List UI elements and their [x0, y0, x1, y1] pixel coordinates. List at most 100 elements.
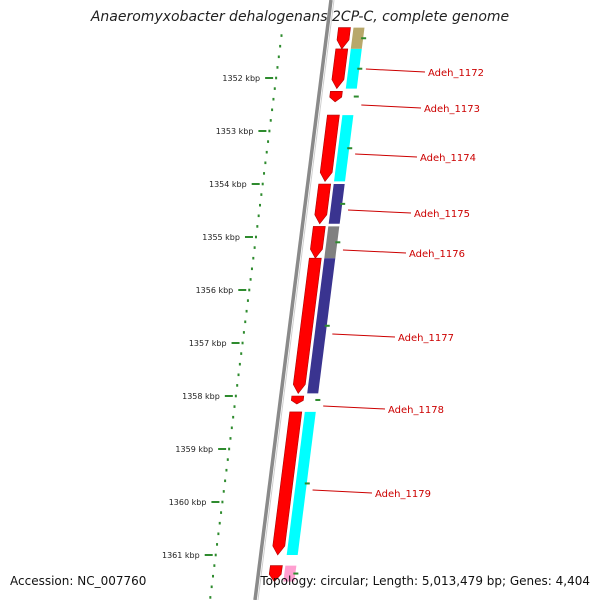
kbp-label: 1360 kbp [169, 498, 207, 507]
minor-tick [265, 150, 268, 154]
kbp-label: 1361 kbp [162, 551, 200, 560]
genome-summary: Topology: circular; Length: 5,013,479 bp… [260, 574, 590, 588]
minor-tick [246, 299, 249, 302]
major-tick [231, 342, 240, 344]
minor-tick [264, 161, 267, 165]
minor-tick [214, 553, 217, 557]
minor-tick [253, 246, 256, 249]
gene-label-group: Adeh_1172 Adeh_1173 Adeh_1174 Adeh_1175 Adeh… [312, 68, 484, 500]
major-tick [265, 77, 274, 79]
minor-tick [209, 596, 212, 599]
gene-tick [361, 37, 367, 40]
minor-tick [250, 267, 253, 271]
cds-arrow [336, 27, 351, 50]
major-tick [238, 289, 247, 291]
kbp-scale: 1352 kbp 1353 kbp 1354 kbp 1355 kbp 1356 kbp… [162, 74, 274, 560]
backbone-highlight [257, 0, 335, 600]
map-title: Anaeromyxobacter dehalogenans 2CP-C, com… [90, 9, 510, 25]
leader-line [332, 333, 396, 338]
minor-tick [249, 278, 252, 281]
cds-arrow [314, 183, 332, 225]
minor-tick [238, 362, 241, 366]
kbp-label: 1356 kbp [196, 286, 234, 295]
minor-tick [259, 203, 262, 207]
minor-tick [267, 140, 270, 143]
minor-tick [217, 532, 220, 536]
minor-tick [240, 352, 243, 355]
minor-tick [237, 373, 240, 377]
gene-tick [304, 482, 310, 485]
minor-tick [226, 458, 229, 461]
cds-arrow [292, 257, 322, 394]
major-tick [244, 236, 253, 238]
gene-tick [353, 95, 359, 98]
leader-line [361, 104, 422, 109]
minor-tick [213, 564, 216, 567]
leader-line [365, 68, 426, 73]
minor-tick [218, 521, 221, 525]
cog-block [324, 226, 340, 259]
minor-tick [220, 511, 223, 514]
gene-label: Adeh_1176 [409, 249, 465, 260]
cog-block [283, 565, 297, 582]
minor-tick [216, 543, 219, 546]
gene-label: Adeh_1177 [398, 333, 454, 344]
cog-block [345, 48, 362, 89]
gene-label: Adeh_1174 [420, 153, 476, 164]
minor-tick [277, 55, 280, 59]
gene-label: Adeh_1173 [424, 104, 480, 115]
minor-tick [244, 320, 247, 324]
minor-tick [241, 341, 244, 345]
minor-tick [212, 574, 215, 578]
minor-tick [245, 309, 248, 313]
cds-arrow [319, 114, 340, 182]
minor-tick [233, 405, 236, 408]
gene-label: Adeh_1179 [375, 489, 431, 500]
cds-arrow [268, 565, 283, 582]
minor-tick [222, 490, 225, 493]
gene-track [268, 27, 367, 582]
cds-arrow [331, 48, 349, 90]
kbp-label: 1352 kbp [222, 74, 260, 83]
major-tick [258, 130, 267, 132]
kbp-label: 1359 kbp [175, 445, 213, 454]
minor-tick-ring [209, 34, 283, 599]
gene-label: Adeh_1178 [388, 405, 444, 416]
gene-tick [357, 67, 363, 70]
minor-tick [228, 447, 231, 451]
cog-block [286, 411, 316, 555]
minor-tick [256, 225, 259, 228]
leader-line [312, 489, 373, 494]
minor-tick [268, 129, 271, 133]
minor-tick [225, 468, 228, 472]
minor-tick [252, 256, 255, 260]
gene-tick [347, 147, 353, 150]
backbone-line [253, 0, 333, 600]
cds-arrow [310, 226, 326, 259]
cog-block [328, 184, 345, 224]
leader-line [323, 405, 386, 410]
leader-line [342, 249, 407, 254]
major-tick [218, 448, 227, 450]
minor-tick [221, 500, 224, 504]
gene-label: Adeh_1175 [414, 209, 470, 220]
cds-arrow [329, 91, 343, 103]
gene-label: Adeh_1172 [428, 68, 484, 79]
gene-tick [340, 202, 346, 205]
cds-arrow [272, 411, 303, 556]
cog-block [334, 115, 354, 182]
kbp-label: 1353 kbp [216, 127, 254, 136]
minor-tick [248, 288, 251, 292]
gene-tick [324, 324, 330, 327]
minor-tick [269, 119, 272, 122]
minor-tick [229, 437, 232, 440]
cog-block [350, 27, 365, 49]
minor-tick [224, 479, 227, 483]
minor-tick [254, 235, 257, 239]
minor-tick [273, 87, 276, 90]
minor-tick [275, 76, 278, 80]
minor-tick [280, 34, 283, 37]
minor-tick [263, 172, 266, 175]
gene-tick [293, 572, 299, 575]
minor-tick [236, 384, 239, 387]
